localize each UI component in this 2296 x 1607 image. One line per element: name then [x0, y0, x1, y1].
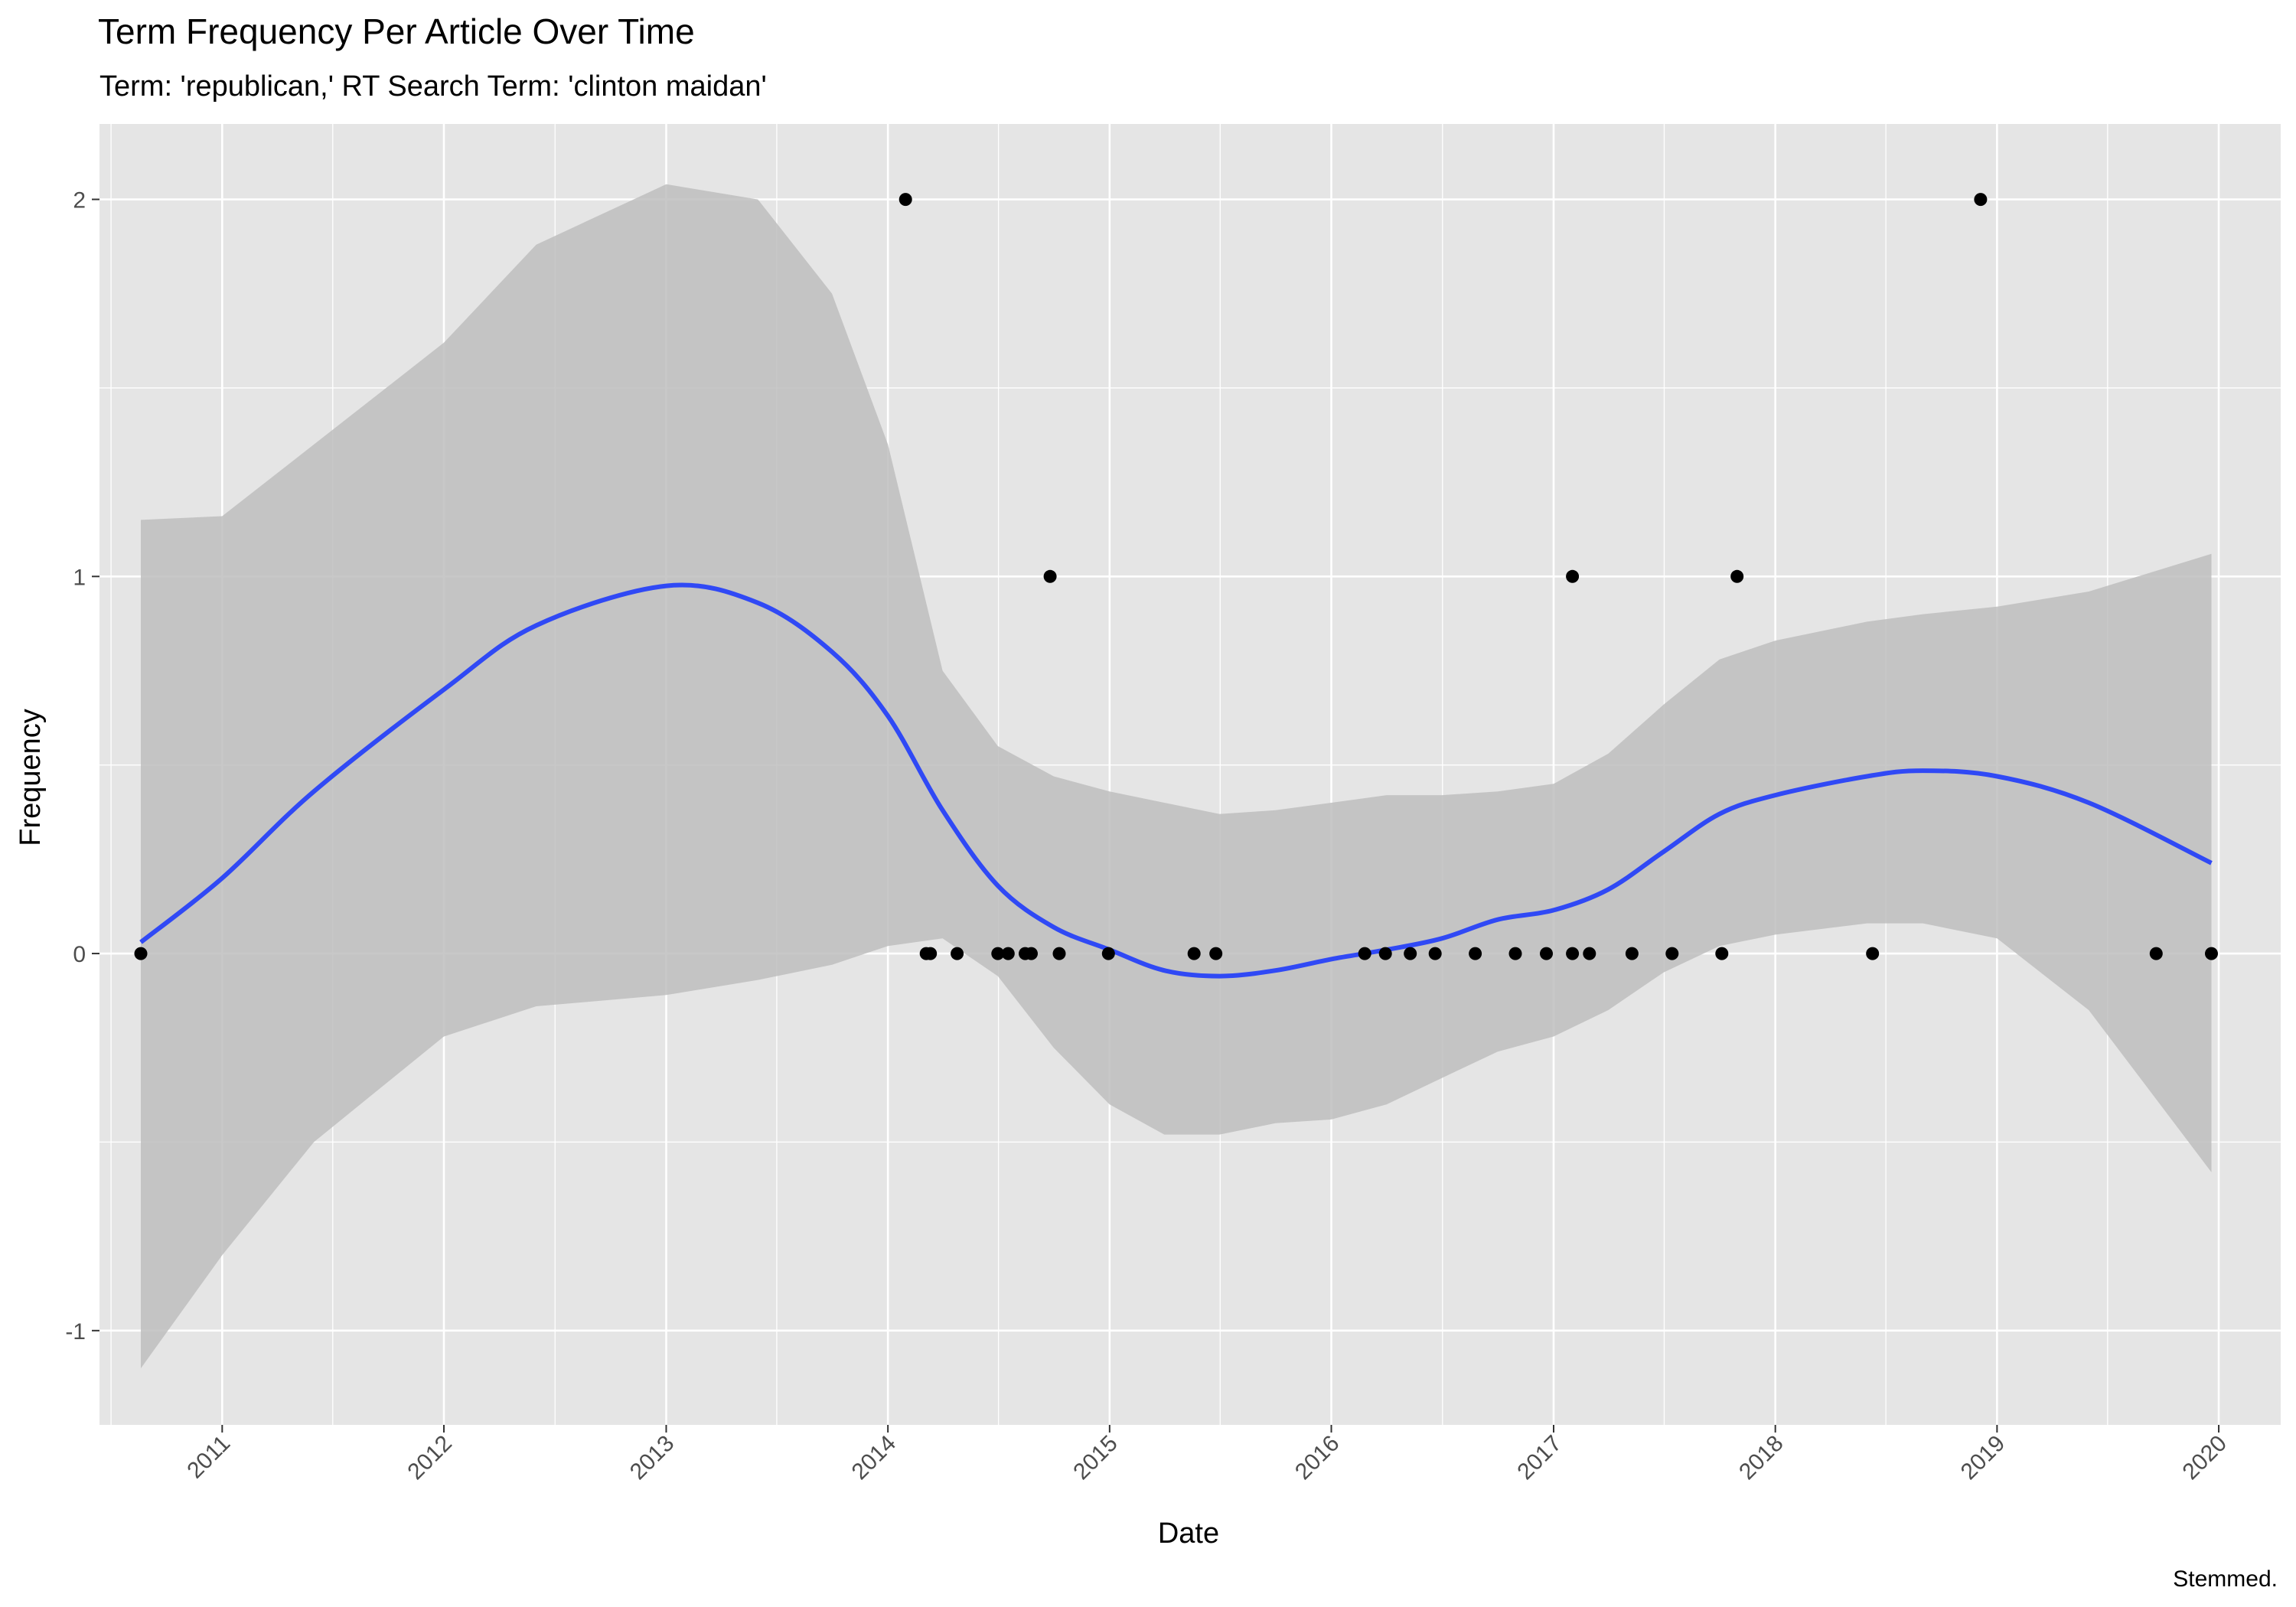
data-point	[991, 947, 1005, 960]
x-tick-label: 2018	[1734, 1431, 1789, 1485]
data-point	[1378, 947, 1392, 960]
data-point	[1540, 947, 1553, 960]
data-points	[134, 193, 2218, 960]
data-point	[1209, 947, 1223, 960]
data-point	[1043, 569, 1057, 583]
x-tick-label: 2013	[625, 1431, 680, 1485]
x-tick-label: 2014	[847, 1431, 902, 1485]
chart-subtitle: Term: 'republican,' RT Search Term: 'cli…	[99, 70, 767, 103]
data-point	[1566, 569, 1580, 583]
smooth-line	[139, 582, 2213, 979]
data-point	[1101, 947, 1115, 960]
data-point	[2205, 947, 2218, 960]
data-point	[1428, 947, 1442, 960]
y-tick-label: -1	[65, 1319, 86, 1345]
y-tick-label: 0	[73, 942, 86, 967]
data-point	[1025, 947, 1038, 960]
data-point	[1974, 193, 1988, 207]
data-point	[1625, 947, 1639, 960]
data-point	[1583, 947, 1596, 960]
data-point	[1052, 947, 1066, 960]
data-point	[2149, 947, 2163, 960]
x-tick-label: 2015	[1068, 1431, 1123, 1485]
y-tick-label: 1	[73, 565, 86, 590]
data-point	[1187, 947, 1201, 960]
x-tick-label: 2019	[1956, 1431, 2011, 1485]
data-point	[1469, 947, 1482, 960]
data-point	[951, 947, 964, 960]
chart-caption: Stemmed.	[2173, 1566, 2278, 1592]
data-point	[134, 947, 148, 960]
data-point	[924, 947, 938, 960]
data-point	[1001, 947, 1015, 960]
x-axis-title: Date	[1158, 1517, 1219, 1550]
confidence-ribbon	[141, 184, 2212, 1369]
data-point	[1358, 947, 1371, 960]
data-point	[1566, 947, 1580, 960]
chart-title: Term Frequency Per Article Over Time	[98, 11, 695, 51]
x-tick-label: 2016	[1290, 1431, 1345, 1485]
data-point	[1404, 947, 1417, 960]
data-point	[1715, 947, 1729, 960]
x-tick-label: 2012	[403, 1431, 457, 1485]
data-point	[1665, 947, 1679, 960]
x-tick-label: 2011	[182, 1431, 235, 1484]
data-point	[1866, 947, 1880, 960]
data-point	[1508, 947, 1522, 960]
data-point	[899, 193, 912, 207]
x-tick-label: 2020	[2177, 1431, 2232, 1485]
x-axis: 2011 2012 2013 2014 2015 2016 2017 2018 2019 2020	[182, 1425, 2232, 1485]
y-axis-title: Frequency	[15, 709, 47, 846]
y-axis: -1 0 1 2	[65, 188, 99, 1345]
x-tick-label: 2017	[1512, 1431, 1567, 1485]
data-point	[1730, 569, 1744, 583]
y-tick-label: 2	[73, 188, 86, 214]
